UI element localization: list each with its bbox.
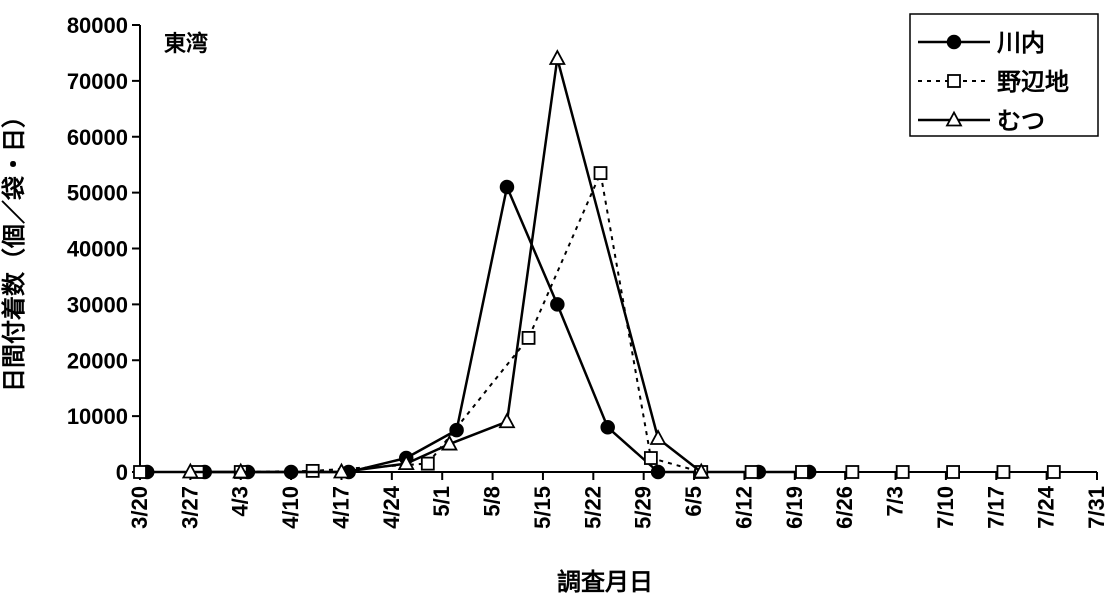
x-tick-label: 7/17	[983, 486, 1008, 529]
series-line	[147, 185, 810, 474]
y-tick-label: 50000	[67, 181, 128, 206]
series-3	[181, 49, 710, 479]
x-axis-title: 調査月日	[557, 568, 653, 596]
series-line	[140, 172, 1054, 473]
legend-label: 野辺地	[997, 68, 1069, 96]
y-tick-label: 20000	[67, 348, 128, 373]
x-tick-label: 5/8	[480, 486, 505, 517]
legend-item: むつ	[918, 107, 1045, 135]
data-point	[397, 454, 415, 471]
y-tick-label: 80000	[67, 13, 128, 38]
y-tick-label: 40000	[67, 237, 128, 262]
data-point	[643, 451, 658, 465]
legend-marker	[947, 74, 961, 88]
data-point	[521, 330, 536, 345]
data-point	[550, 297, 565, 312]
y-axis-title: 日間付着数（個／袋・日）	[0, 104, 28, 392]
x-tick-label: 7/10	[933, 486, 958, 529]
x-tick-label: 6/26	[832, 486, 857, 529]
x-tick-label: 7/3	[883, 486, 908, 517]
data-point	[133, 465, 147, 479]
data-point	[449, 422, 464, 438]
x-tick-label: 5/15	[530, 486, 555, 529]
x-tick-label: 3/20	[127, 486, 152, 529]
data-point	[499, 179, 515, 195]
x-tick-label: 4/3	[228, 486, 253, 517]
y-tick-label: 10000	[67, 404, 128, 429]
x-tick-label: 6/5	[681, 486, 706, 517]
data-point	[1046, 465, 1061, 479]
data-point	[440, 434, 458, 451]
series-layer	[133, 49, 1061, 480]
data-point	[181, 462, 199, 479]
panel-label: 東湾	[164, 31, 208, 57]
x-tick-label: 3/27	[177, 486, 202, 529]
data-point	[744, 465, 759, 479]
legend-label: 川内	[997, 29, 1045, 57]
data-point	[845, 465, 860, 479]
data-point	[692, 462, 710, 479]
data-point	[232, 462, 250, 479]
x-tick-label: 4/24	[379, 485, 404, 529]
legend-item: 川内	[918, 29, 1045, 57]
data-point	[946, 465, 960, 479]
legend-item: 野辺地	[918, 68, 1069, 96]
x-tick-label: 6/19	[782, 486, 807, 529]
x-axis: 3/20 3/27 4/3 4/10 4/17 4/24 5/1 5/8 5/15 5/22 5/2…	[127, 472, 1107, 529]
data-point	[649, 429, 667, 445]
x-tick-label: 5/22	[580, 486, 605, 529]
data-point	[650, 464, 666, 480]
x-tick-label: 5/29	[631, 486, 656, 529]
y-tick-label: 30000	[67, 292, 128, 317]
data-point	[332, 462, 350, 479]
x-tick-label: 7/24	[1034, 485, 1059, 529]
x-tick-label: 5/1	[429, 486, 454, 517]
series-line	[190, 57, 702, 474]
data-point	[795, 465, 809, 479]
y-tick-label: 0	[116, 460, 128, 485]
data-point	[996, 465, 1011, 479]
x-tick-label: 4/17	[328, 486, 353, 529]
data-point	[420, 456, 435, 471]
x-tick-label: 4/10	[278, 486, 303, 529]
data-point	[548, 49, 566, 65]
data-point	[593, 166, 608, 180]
x-tick-label: 7/31	[1084, 486, 1107, 529]
legend-marker	[945, 110, 963, 127]
y-axis: 0 10000 20000 30000 40000 50000 60000 70000 8000…	[67, 13, 140, 485]
series-2	[133, 166, 1061, 479]
data-point	[895, 465, 910, 479]
x-tick-label: 6/12	[731, 486, 756, 529]
legend-marker	[946, 34, 962, 50]
data-point	[498, 412, 516, 429]
y-tick-label: 70000	[67, 69, 128, 94]
legend-label: むつ	[997, 107, 1045, 135]
data-point	[600, 420, 615, 435]
y-tick-label: 60000	[67, 125, 128, 150]
